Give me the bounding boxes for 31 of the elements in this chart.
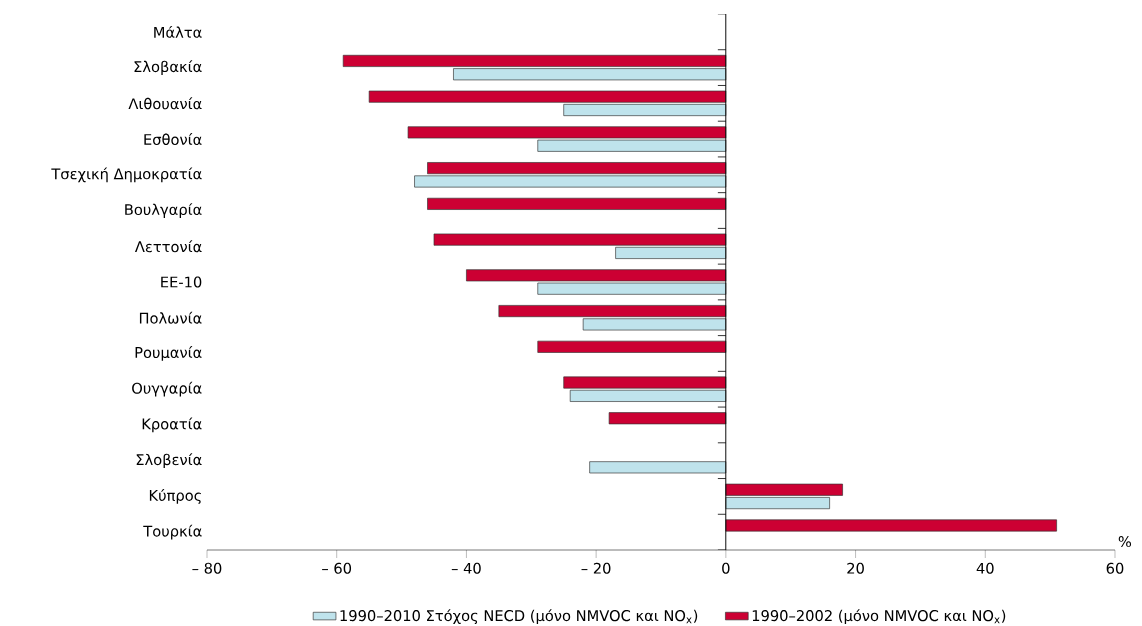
bar (589, 461, 727, 474)
bar (537, 340, 727, 353)
x-tick-label: – 40 (451, 562, 481, 574)
bar (427, 197, 727, 210)
y-tick-label: Τουρκία (143, 524, 202, 540)
y-tick-label: Πολωνία (139, 311, 202, 324)
x-tick-label: – 60 (322, 562, 352, 574)
x-tick-label: 60 (1106, 562, 1124, 574)
x-tick-label: 0 (722, 562, 730, 574)
y-tick-label: Μάλτα (154, 25, 202, 38)
y-tick-label: Εσθονία (144, 133, 202, 146)
y-tick-label: Σλοβακία (134, 60, 202, 75)
x-tick-label: 20 (847, 562, 864, 574)
y-tick-label: ΕΕ-10 (161, 276, 202, 288)
y-tick-label: Κροατία (142, 417, 202, 433)
x-tick-label: – 80 (192, 562, 222, 574)
y-tick-label: Ουγγαρία (132, 381, 202, 397)
y-tick-label: Σλοβενία (136, 453, 202, 469)
legend-label: 1990–2010 Στόχος NECD (μόνο NMVOC και NO$_{x}$) (340, 609, 698, 625)
y-tick-label: Κύπρος (149, 489, 201, 504)
y-tick-label: Λιθουανία (128, 97, 202, 110)
y-tick-label: Τσεχική Δημοκρατία (51, 167, 202, 183)
x-tick-label: – 20 (581, 562, 611, 574)
bar (725, 519, 1057, 532)
y-tick-label: Βουλγαρία (125, 203, 202, 218)
x-axis-title: % (1118, 535, 1132, 548)
y-tick-label: Ρουμανία (135, 346, 202, 361)
y-tick-label: Λεττονία (134, 240, 202, 253)
legend-label: 1990–2002 (μόνο NMVOC και NO$_{x}$) (752, 609, 1006, 624)
x-tick-label: 40 (976, 562, 994, 574)
bar (608, 412, 727, 425)
